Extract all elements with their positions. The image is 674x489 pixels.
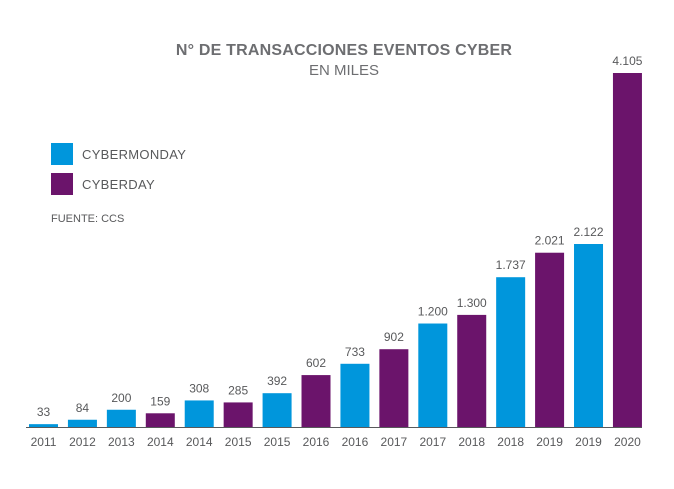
- x-tick-label-4: 2014: [186, 435, 213, 449]
- legend: CYBERMONDAY CYBERDAY: [51, 143, 186, 203]
- bar-10: [418, 323, 448, 427]
- x-tick-label-12: 2018: [497, 435, 524, 449]
- x-tick-label-10: 2017: [419, 435, 446, 449]
- data-label-9: 902: [384, 330, 404, 344]
- bar-8: [340, 363, 370, 427]
- x-tick-label-11: 2018: [458, 435, 485, 449]
- bar-11: [457, 314, 487, 427]
- chart-title: N° DE TRANSACCIONES EVENTOS CYBER: [175, 42, 513, 59]
- bar-5: [223, 402, 253, 427]
- data-label-12: 1.737: [496, 258, 526, 272]
- bar-3: [145, 413, 175, 427]
- data-label-7: 602: [306, 356, 326, 370]
- x-tick-label-1: 2012: [69, 435, 96, 449]
- bar-6: [262, 393, 292, 427]
- data-label-2: 200: [111, 391, 131, 405]
- data-label-5: 285: [228, 383, 248, 397]
- x-tick-label-15: 2020: [614, 435, 641, 449]
- data-label-13: 2.021: [535, 234, 565, 248]
- data-label-6: 392: [267, 374, 287, 388]
- x-tick-label-9: 2017: [381, 435, 408, 449]
- data-label-15: 4.105: [612, 54, 642, 68]
- bar-9: [379, 349, 409, 427]
- x-tick-label-13: 2019: [536, 435, 563, 449]
- data-label-0: 33: [37, 405, 51, 419]
- bar-0: [29, 424, 58, 427]
- data-label-1: 84: [76, 401, 90, 415]
- data-label-14: 2.122: [574, 225, 604, 239]
- legend-item-cybermonday: CYBERMONDAY: [51, 143, 186, 165]
- bar-7: [301, 375, 331, 427]
- chart-subtitle: EN MILES: [308, 62, 380, 79]
- x-tick-label-7: 2016: [303, 435, 330, 449]
- legend-item-cyberday: CYBERDAY: [51, 173, 186, 195]
- bar-4: [184, 400, 214, 427]
- x-tick-label-8: 2016: [342, 435, 369, 449]
- bar-14: [574, 244, 604, 427]
- x-tick-label-0: 2011: [31, 435, 57, 449]
- bar-15: [612, 73, 642, 427]
- x-tick-label-5: 2015: [225, 435, 252, 449]
- x-tick-label-2: 2013: [108, 435, 135, 449]
- x-tick-label-3: 2014: [147, 435, 174, 449]
- x-tick-label-14: 2019: [575, 435, 602, 449]
- legend-label-cyberday: CYBERDAY: [82, 176, 155, 192]
- data-label-3: 159: [150, 394, 170, 408]
- legend-label-cybermonday: CYBERMONDAY: [82, 146, 187, 162]
- legend-swatch-cyberday: [51, 173, 73, 195]
- data-label-11: 1.300: [457, 296, 487, 310]
- legend-swatch-cybermonday: [51, 143, 73, 165]
- bar-13: [535, 252, 565, 427]
- bar-1: [67, 419, 97, 427]
- data-label-10: 1.200: [418, 305, 448, 319]
- data-label-8: 733: [345, 345, 365, 359]
- x-tick-label-6: 2015: [264, 435, 291, 449]
- source-note: FUENTE: CCS: [51, 213, 125, 225]
- bar-2: [106, 409, 136, 427]
- data-label-4: 308: [189, 381, 209, 395]
- bar-12: [496, 277, 526, 427]
